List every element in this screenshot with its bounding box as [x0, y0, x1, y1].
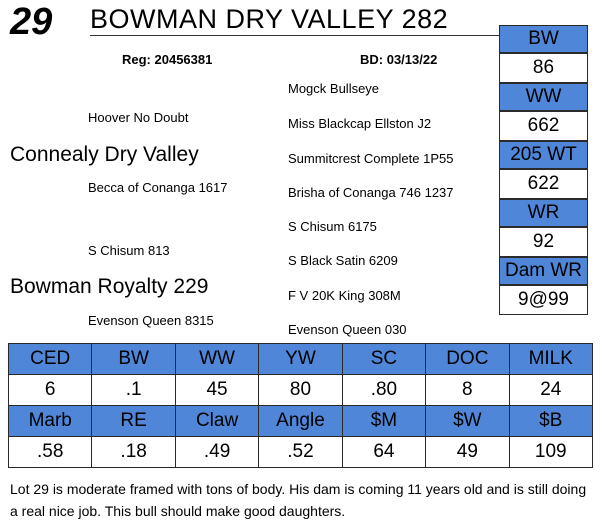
- stat-label-dam-wr: Dam WR: [499, 257, 588, 285]
- epd-value-marb: .58: [7, 436, 93, 468]
- epd-header-bw: BW: [91, 343, 176, 375]
- lot-number: 29: [10, 1, 53, 43]
- epd-value-ced: 6: [7, 374, 93, 406]
- epd-value-ww: 45: [174, 374, 260, 406]
- epd-header-ced: CED: [7, 343, 93, 375]
- epd-header-yw: YW: [258, 343, 343, 375]
- title-divider: [90, 35, 500, 36]
- epd-value-claw: .49: [174, 436, 260, 468]
- epd-value-re: .18: [91, 436, 176, 468]
- epd-header-dollar-w: $W: [425, 405, 510, 437]
- epd-header-angle: Angle: [258, 405, 343, 437]
- pedigree-sire: Connealy Dry Valley: [10, 143, 199, 166]
- pedigree-ssd: Miss Blackcap Ellston J2: [288, 116, 432, 131]
- epd-value-dollar-b: 109: [508, 436, 594, 468]
- epd-value-bw: .1: [91, 374, 176, 406]
- pedigree-dam-sire: S Chisum 813: [88, 243, 170, 258]
- lot-comment: Lot 29 is moderate framed with tons of b…: [10, 481, 587, 519]
- pedigree-sds: Summitcrest Complete 1P55: [288, 151, 454, 166]
- animal-name: BOWMAN DRY VALLEY 282: [90, 4, 449, 34]
- stat-label-ww: WW: [499, 83, 588, 111]
- birth-date: BD: 03/13/22: [360, 52, 438, 67]
- epd-value-row: 6 .1 45 80 .80 8 24: [7, 374, 594, 406]
- epd-value-doc: 8: [425, 374, 510, 406]
- epd-value-dollar-m: 64: [341, 436, 427, 468]
- stat-value-bw: 86: [499, 53, 588, 83]
- pedigree-sire-dam: Becca of Conanga 1617: [88, 180, 228, 195]
- pedigree-sire-sire: Hoover No Doubt: [88, 110, 189, 125]
- epd-header-dollar-m: $M: [341, 405, 427, 437]
- epd-header-row: CED BW WW YW SC DOC MILK: [7, 343, 594, 375]
- epd-header-sc: SC: [341, 343, 427, 375]
- pedigree-sss: Mogck Bullseye: [288, 81, 380, 96]
- epd-value-sc: .80: [341, 374, 427, 406]
- epd-header-re: RE: [91, 405, 176, 437]
- pedigree-dss: S Chisum 6175: [288, 219, 377, 234]
- epd-value-angle: .52: [258, 436, 343, 468]
- pedigree-ddd: Evenson Queen 030: [288, 322, 407, 337]
- pedigree-sdd: Brisha of Conanga 746 1237: [288, 185, 454, 200]
- epd-header-dollar-b: $B: [508, 405, 594, 437]
- stat-value-wr: 92: [499, 227, 588, 257]
- stat-value-dam-wr: 9@99: [499, 285, 588, 315]
- epd-value-yw: 80: [258, 374, 343, 406]
- performance-stats: BW 86 WW 662 205 WT 622 WR 92 Dam WR 9@9…: [499, 25, 588, 315]
- epd-header-milk: MILK: [508, 343, 594, 375]
- epd-value-row-2: .58 .18 .49 .52 64 49 109: [7, 436, 594, 468]
- stat-label-205wt: 205 WT: [499, 141, 588, 169]
- epd-value-dollar-w: 49: [425, 436, 510, 468]
- stat-value-205wt: 622: [499, 169, 588, 199]
- epd-table: CED BW WW YW SC DOC MILK 6 .1 45 80 .80 …: [7, 343, 594, 468]
- epd-header-row-2: Marb RE Claw Angle $M $W $B: [7, 405, 594, 437]
- pedigree-dsd: S Black Satin 6209: [288, 253, 398, 268]
- epd-header-ww: WW: [174, 343, 260, 375]
- stat-value-ww: 662: [499, 111, 588, 141]
- epd-header-marb: Marb: [7, 405, 93, 437]
- stat-label-wr: WR: [499, 199, 588, 227]
- registration-number: Reg: 20456381: [122, 52, 213, 67]
- epd-header-claw: Claw: [174, 405, 260, 437]
- epd-value-milk: 24: [508, 374, 594, 406]
- pedigree-dds: F V 20K King 308M: [288, 288, 401, 303]
- pedigree-dam-dam: Evenson Queen 8315: [88, 313, 214, 328]
- stat-label-bw: BW: [499, 25, 588, 53]
- epd-header-doc: DOC: [425, 343, 510, 375]
- pedigree-dam: Bowman Royalty 229: [10, 275, 209, 298]
